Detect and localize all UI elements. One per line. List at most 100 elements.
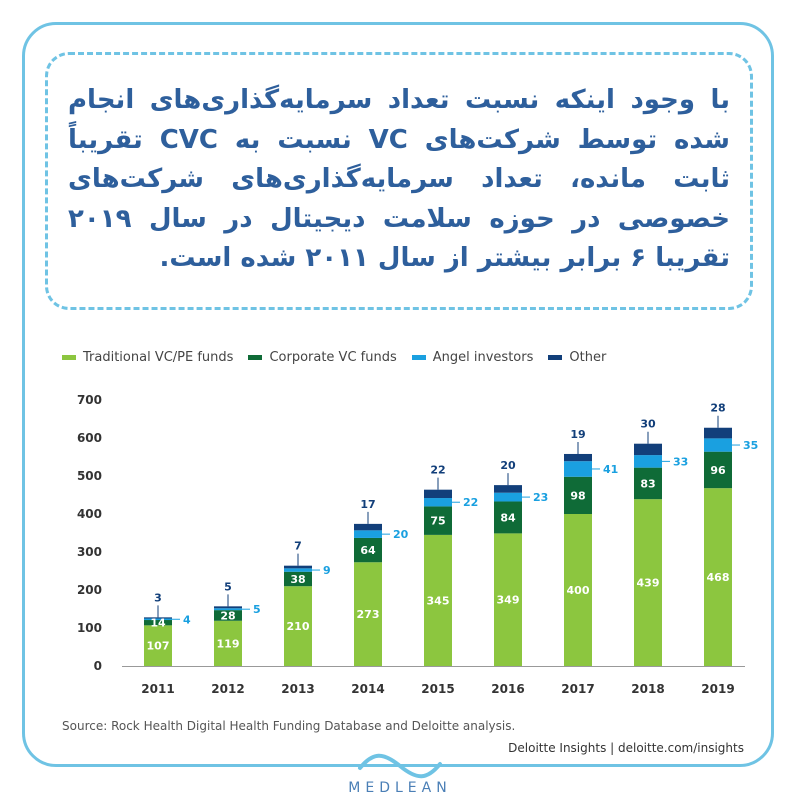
bar-segment-other-2018 — [634, 443, 662, 456]
x-tick-label: 2014 — [351, 682, 384, 696]
legend-item-angel: Angel investors — [411, 349, 534, 365]
legend-item-corporate: Corporate VC funds — [248, 349, 397, 365]
x-tick-label: 2011 — [141, 682, 174, 696]
source-note: Source: Rock Health Digital Health Fundi… — [62, 719, 516, 733]
y-tick-label: 0 — [94, 659, 102, 673]
bar-segment-angel-investors-2012 — [214, 608, 242, 611]
bar-segment-corporate-vc-funds-2018 — [634, 467, 662, 500]
bar-segment-other-2017 — [564, 453, 592, 462]
bar-segment-corporate-vc-funds-2014 — [354, 537, 382, 563]
chart-legend: Traditional VC/PE funds Corporate VC fun… — [62, 348, 621, 366]
bar-segment-other-2013 — [284, 565, 312, 569]
bar-segment-other-2011 — [144, 617, 172, 619]
data-label-corporate: 83 — [640, 477, 655, 490]
data-label-other: 17 — [360, 498, 375, 511]
y-tick-label: 100 — [77, 621, 102, 635]
bar-segment-traditional-vc-pe-funds-2014 — [354, 562, 382, 666]
bar-segment-corporate-vc-funds-2016 — [494, 501, 522, 534]
data-label-other: 22 — [430, 464, 445, 477]
data-label-traditional: 400 — [567, 584, 590, 597]
data-label-corporate: 98 — [570, 489, 585, 502]
bar-segment-corporate-vc-funds-2017 — [564, 476, 592, 514]
data-label-angel: 23 — [533, 491, 548, 504]
data-label-traditional: 468 — [707, 571, 730, 584]
data-label-traditional: 107 — [147, 640, 170, 653]
legend-swatch-angel — [411, 354, 426, 360]
credit-line: Deloitte Insights | deloitte.com/insight… — [508, 741, 744, 755]
data-label-angel: 22 — [463, 496, 478, 509]
legend-swatch-other — [548, 354, 563, 360]
data-label-traditional: 345 — [427, 594, 450, 607]
x-tick-label: 2012 — [211, 682, 244, 696]
legend-swatch-traditional — [62, 354, 76, 360]
y-tick-label: 500 — [77, 469, 102, 483]
stacked-bar-chart: 0 100 200 300 400 500 600 700 107 14 4 3 2011 119 28 5 5… — [77, 393, 758, 696]
bar-segment-traditional-vc-pe-funds-2017 — [564, 514, 592, 666]
legend-label-other: Other — [569, 349, 607, 365]
y-tick-label: 300 — [77, 545, 102, 559]
data-label-angel: 33 — [673, 455, 688, 468]
bar-segment-angel-investors-2015 — [424, 498, 452, 507]
data-label-corporate: 96 — [710, 464, 726, 477]
legend-swatch-corporate — [248, 354, 263, 360]
bar-segment-traditional-vc-pe-funds-2015 — [424, 534, 452, 666]
bar-segment-other-2015 — [424, 489, 452, 499]
bar-segment-traditional-vc-pe-funds-2013 — [284, 586, 312, 666]
bar-segment-traditional-vc-pe-funds-2018 — [634, 499, 662, 666]
data-label-traditional: 273 — [357, 608, 380, 621]
bar-segment-traditional-vc-pe-funds-2019 — [704, 488, 732, 666]
x-tick-label: 2015 — [421, 682, 454, 696]
brand-name: MEDLEAN — [348, 780, 452, 796]
bar-segment-corporate-vc-funds-2012 — [214, 610, 242, 621]
bar-segment-corporate-vc-funds-2019 — [704, 451, 732, 489]
x-tick-label: 2016 — [491, 682, 524, 696]
bar-segment-corporate-vc-funds-2011 — [144, 620, 172, 626]
data-label-corporate: 38 — [290, 573, 305, 586]
bar-segment-other-2016 — [494, 485, 522, 493]
data-label-traditional: 210 — [287, 620, 310, 633]
bar-segment-angel-investors-2013 — [284, 568, 312, 572]
bar-segment-angel-investors-2019 — [704, 438, 732, 452]
data-label-angel: 35 — [743, 439, 758, 452]
bar-segment-angel-investors-2018 — [634, 455, 662, 468]
legend-label-corporate: Corporate VC funds — [269, 349, 397, 365]
bar-segment-traditional-vc-pe-funds-2011 — [144, 625, 172, 666]
bar-segment-angel-investors-2014 — [354, 530, 382, 538]
headline-box: با وجود اینکه نسبت تعداد سرمایه‌گذاری‌ها… — [45, 52, 753, 310]
data-label-angel: 20 — [393, 528, 409, 541]
bar-segment-other-2014 — [354, 523, 382, 531]
bar-segment-other-2019 — [704, 427, 732, 439]
headline-text: با وجود اینکه نسبت تعداد سرمایه‌گذاری‌ها… — [68, 85, 730, 273]
legend-item-other: Other — [548, 350, 606, 365]
data-label-traditional: 349 — [497, 594, 520, 607]
x-tick-label: 2013 — [281, 682, 314, 696]
data-label-other: 19 — [570, 428, 585, 441]
bar-segment-corporate-vc-funds-2015 — [424, 506, 452, 535]
brand-logo: MEDLEAN — [0, 752, 800, 800]
bar-segment-other-2012 — [214, 606, 242, 609]
data-label-other: 3 — [154, 591, 162, 604]
x-tick-label: 2019 — [701, 682, 734, 696]
x-tick-label: 2017 — [561, 682, 594, 696]
bar-segment-corporate-vc-funds-2013 — [284, 571, 312, 587]
y-tick-label: 700 — [77, 393, 102, 407]
data-label-corporate: 75 — [430, 515, 445, 528]
data-label-other: 30 — [640, 418, 656, 431]
x-tick-label: 2018 — [631, 682, 664, 696]
wave-icon — [358, 753, 442, 779]
data-label-traditional: 119 — [217, 637, 240, 650]
y-tick-label: 400 — [77, 507, 102, 521]
data-label-angel: 41 — [603, 463, 618, 476]
legend-label-traditional: Traditional VC/PE funds — [83, 349, 234, 365]
bar-segment-traditional-vc-pe-funds-2016 — [494, 533, 522, 666]
data-label-traditional: 439 — [637, 577, 660, 590]
data-label-other: 28 — [710, 402, 725, 415]
legend-label-angel: Angel investors — [432, 349, 534, 365]
data-label-angel: 5 — [253, 603, 261, 616]
data-label-corporate: 14 — [150, 617, 166, 630]
y-tick-label: 200 — [77, 583, 102, 597]
data-label-corporate: 84 — [500, 511, 516, 524]
data-label-angel: 9 — [323, 564, 331, 577]
data-label-corporate: 28 — [220, 609, 235, 622]
bar-segment-angel-investors-2011 — [144, 618, 172, 621]
